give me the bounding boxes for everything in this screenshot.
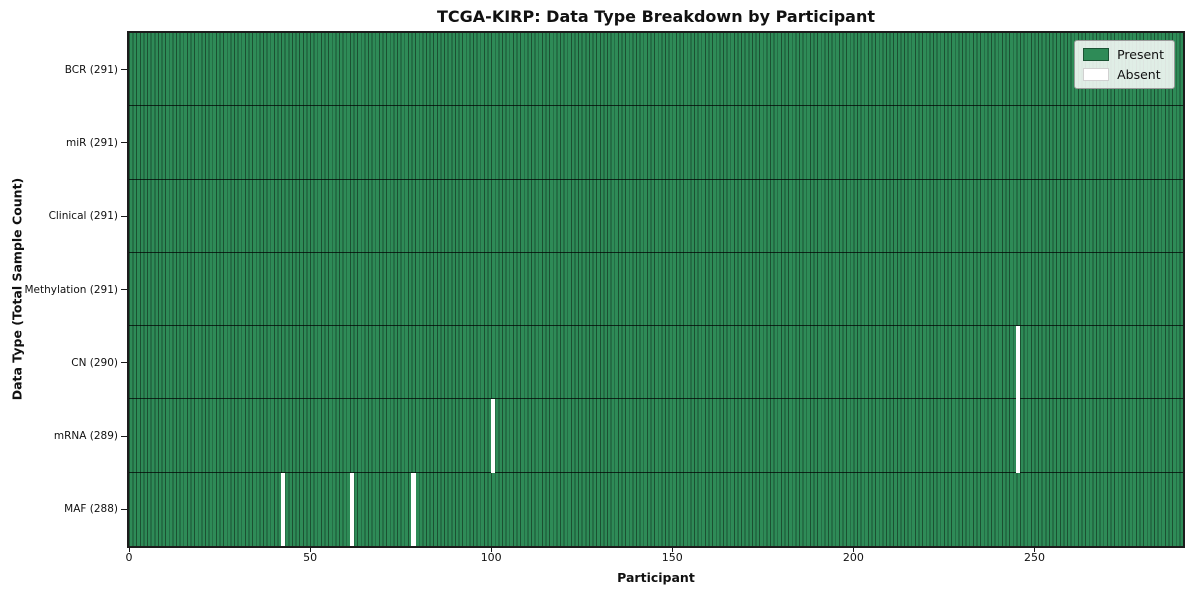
heatmap-row-cn: [129, 326, 1183, 400]
y-tick-mark-mrna: [121, 435, 127, 437]
absent-cell-cn-245: [1015, 326, 1021, 400]
heatmap-row-mrna: [129, 399, 1183, 473]
y-tick-mark-bcr: [121, 69, 127, 71]
x-tick-mark-150: [671, 548, 673, 552]
y-tick-mark-mir: [121, 142, 127, 144]
x-tick-label-150: 150: [661, 551, 683, 564]
x-axis-label: Participant: [617, 570, 695, 585]
x-tick-mark-0: [128, 548, 130, 552]
x-tick-mark-100: [490, 548, 492, 552]
x-tick-label-0: 0: [125, 551, 133, 564]
x-tick-mark-50: [309, 548, 311, 552]
y-tick-label-mrna: mRNA (289): [53, 430, 118, 443]
y-tick-label-methylation: Methylation (291): [24, 283, 118, 296]
heatmap-row-mir: [129, 106, 1183, 180]
x-tick-label-200: 200: [842, 551, 864, 564]
legend-label: Absent: [1117, 67, 1161, 82]
x-tick-label-50: 50: [303, 551, 318, 564]
absent-cell-maf-78: [411, 472, 416, 546]
absent-cell-mrna-100: [490, 399, 496, 473]
x-tick-mark-250: [1033, 548, 1035, 552]
legend-swatch-absent: [1083, 68, 1110, 81]
heatmap-row-bcr: [129, 33, 1183, 107]
y-tick-mark-maf: [121, 508, 127, 510]
y-tick-label-maf: MAF (288): [64, 503, 118, 516]
y-tick-mark-clinical: [121, 215, 127, 217]
absent-cell-maf-42: [280, 472, 286, 546]
y-tick-mark-methylation: [121, 289, 127, 290]
y-tick-label-clinical: Clinical (291): [48, 210, 118, 223]
x-tick-mark-200: [852, 548, 854, 552]
y-tick-label-bcr: BCR (291): [64, 63, 118, 76]
x-tick-label-100: 100: [480, 551, 502, 564]
legend-item-absent: Absent: [1083, 67, 1164, 82]
legend-label: Present: [1117, 47, 1164, 62]
y-tick-label-mir: miR (291): [65, 136, 118, 149]
absent-cell-maf-61: [349, 472, 354, 546]
plot-area: Present Absent: [127, 31, 1185, 548]
y-tick-label-cn: CN (290): [71, 356, 118, 369]
heatmap-row-methylation: [129, 253, 1183, 327]
absent-cell-mrna-245: [1015, 399, 1021, 473]
heatmap-row-clinical: [129, 180, 1183, 253]
legend-swatch-present: [1083, 48, 1110, 61]
y-tick-mark-cn: [121, 362, 127, 364]
x-tick-label-250: 250: [1023, 551, 1045, 564]
legend-item-present: Present: [1083, 47, 1164, 62]
heatmap-row-maf: [129, 473, 1183, 546]
legend: Present Absent: [1074, 40, 1175, 89]
chart-title: TCGA-KIRP: Data Type Breakdown by Partic…: [437, 7, 875, 26]
